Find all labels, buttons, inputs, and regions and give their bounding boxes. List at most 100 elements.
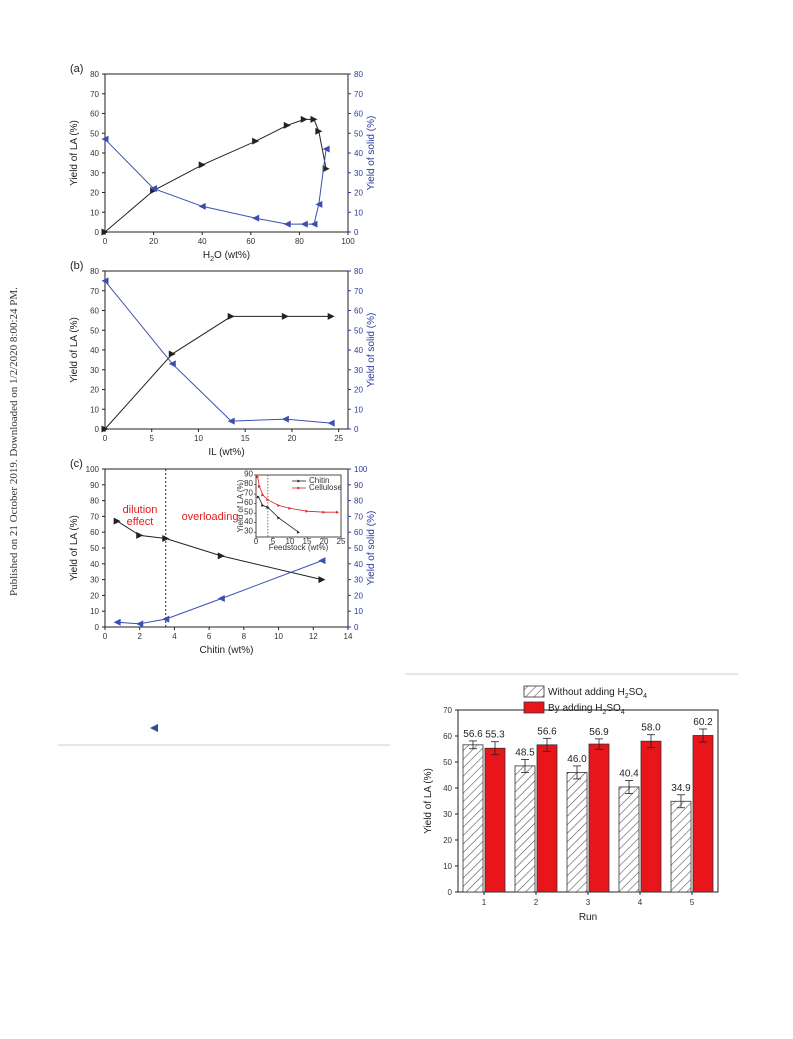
- annotation-dilution-effect-line2: effect: [127, 516, 154, 528]
- panel-b-solid-yield-point: [168, 360, 176, 368]
- panel-b-y2-axis-label: Yield of solid (%): [366, 313, 377, 388]
- bar-y-tick-label: 70: [443, 706, 452, 715]
- inset-chitin-point: [261, 504, 265, 508]
- bar-y-tick-label: 30: [443, 810, 452, 819]
- panel-b-solid-yield-point: [327, 419, 335, 427]
- panel-b-x-tick-label: 5: [150, 434, 155, 443]
- bar-y-tick-label: 10: [443, 862, 452, 871]
- panel-c-solid-yield-point: [162, 615, 170, 623]
- panel-a-x-tick-label: 60: [246, 237, 255, 246]
- inset-y-tick-label: 50: [244, 508, 253, 517]
- panel-c-x-tick-label: 8: [242, 632, 247, 641]
- panel-a-y2-tick-label: 50: [354, 129, 363, 138]
- bar-x-tick-label: 5: [690, 898, 695, 907]
- inset-legend-chitin-label: Chitin: [309, 476, 329, 485]
- panel-c-x-tick-label: 14: [344, 632, 353, 641]
- annotation-overloading: overloading: [182, 511, 239, 523]
- panel-c-label: (c): [70, 458, 83, 470]
- panel-b-y-tick-label: 70: [90, 287, 99, 296]
- panel-c-la-yield-point: [318, 576, 326, 584]
- panel-c-x-tick-label: 2: [137, 632, 142, 641]
- panel-a-x-tick-label: 0: [103, 237, 108, 246]
- panel-c-la-yield-point: [136, 531, 144, 539]
- bar-without-h2so4: [670, 800, 692, 893]
- panel-c-y2-tick-label: 60: [354, 528, 363, 537]
- panel-c-y-tick-label: 90: [90, 481, 99, 490]
- bar-with-h2so4: [588, 743, 610, 893]
- panel-c-solid-yield-point: [136, 620, 144, 628]
- panel-b-y2-tick-label: 30: [354, 366, 363, 375]
- panel-a-y-tick-label: 50: [90, 129, 99, 138]
- panel-c-y-tick-label: 20: [90, 591, 99, 600]
- panel-b-y-tick-label: 60: [90, 307, 99, 316]
- panel-a-solid-yield-line: [104, 138, 327, 225]
- inset-cellulose-point: [277, 504, 281, 508]
- panel-a-solid-yield-point: [300, 220, 308, 228]
- bar-legend-without-h2so4-label: Without adding H2SO4: [548, 687, 647, 700]
- panel-c-y-tick-label: 40: [90, 560, 99, 569]
- bar-y-tick-label: 60: [443, 732, 452, 741]
- bar-x-tick-label: 1: [482, 898, 487, 907]
- panel-b-y2-tick-label: 10: [354, 405, 363, 414]
- panel-c-x-tick-label: 4: [172, 632, 177, 641]
- panel-a-la-yield-point: [322, 165, 330, 173]
- panel-c-y2-tick-label: 0: [354, 623, 359, 632]
- panel-b-x-tick-label: 10: [194, 434, 203, 443]
- panel-a-y2-axis-label: Yield of solid (%): [366, 116, 377, 191]
- inset-legend-cellulose-label: Cellulose: [309, 483, 342, 492]
- panel-a-la-yield-point: [198, 161, 206, 169]
- panel-a-solid-yield-point: [101, 135, 109, 143]
- bar-without-h2so4: [566, 772, 588, 893]
- panel-b-y2-tick-label: 0: [354, 425, 359, 434]
- panel-c-solid-yield-point: [113, 618, 121, 626]
- panel-a-y-tick-label: 20: [90, 189, 99, 198]
- bar-legend-with-h2so4-label: By adding H2SO4: [548, 703, 625, 716]
- bar-without-h2so4: [514, 765, 536, 893]
- panel-b-y-tick-label: 30: [90, 366, 99, 375]
- panel-c-solid-yield-point: [318, 557, 326, 565]
- panel-a-solid-yield-point: [252, 214, 260, 222]
- bar-without-h2so4-value-label: 40.4: [619, 768, 639, 779]
- panel-b-solid-yield-point: [227, 417, 235, 425]
- panel-b-solid-yield-point: [101, 277, 109, 285]
- panel-a-solid-yield-point: [315, 200, 323, 208]
- panel-b-y2-tick-label: 60: [354, 307, 363, 316]
- panel-c-y-tick-label: 80: [90, 497, 99, 506]
- side-note-text: Published on 21 October 2019. Downloaded…: [8, 287, 20, 596]
- bar-without-h2so4: [618, 786, 640, 893]
- bar-with-h2so4-value-label: 56.6: [537, 726, 557, 737]
- panel-a-y2-tick-label: 20: [354, 189, 363, 198]
- panel-a-y2-tick-label: 10: [354, 208, 363, 217]
- inset-y-tick-label: 40: [244, 517, 253, 526]
- bar-legend-without-h2so4-swatch: [523, 685, 545, 698]
- panel-b-la-yield-point: [281, 312, 289, 320]
- inset-chitin-point: [256, 495, 260, 499]
- inset-x-axis-label: Feedstock (wt%): [269, 543, 329, 552]
- panel-a-solid-yield-point: [150, 185, 158, 193]
- inset-x-tick-label: 25: [337, 537, 346, 546]
- inset-cellulose-point: [257, 484, 261, 488]
- panel-a-y2-tick-label: 40: [354, 149, 363, 158]
- back-arrow-icon[interactable]: [150, 724, 158, 732]
- bar-with-h2so4-value-label: 60.2: [693, 717, 713, 728]
- publication-side-note: Published on 21 October 2019. Downloaded…: [8, 287, 20, 596]
- panel-a-y2-tick-label: 0: [354, 228, 359, 237]
- panel-c-solid-yield-point: [217, 595, 225, 603]
- panel-b-x-tick-label: 20: [287, 434, 296, 443]
- panel-a-y2-tick-label: 30: [354, 169, 363, 178]
- panel-a-x-tick-label: 20: [149, 237, 158, 246]
- bar-y-tick-label: 50: [443, 758, 452, 767]
- bar-legend-with-h2so4-swatch: [523, 701, 545, 714]
- panel-c-y-tick-label: 0: [95, 623, 100, 632]
- inset-y-tick-label: 90: [244, 470, 253, 479]
- panel-a-solid-yield-point: [198, 202, 206, 210]
- panel-a-y2-tick-label: 80: [354, 70, 363, 79]
- inset-cellulose-point: [322, 510, 326, 514]
- bar-x-tick-label: 4: [638, 898, 643, 907]
- bar-x-axis-label: Run: [579, 912, 597, 923]
- panel-b-y-axis-label: Yield of LA (%): [69, 317, 80, 383]
- panel-b-y2-tick-label: 40: [354, 346, 363, 355]
